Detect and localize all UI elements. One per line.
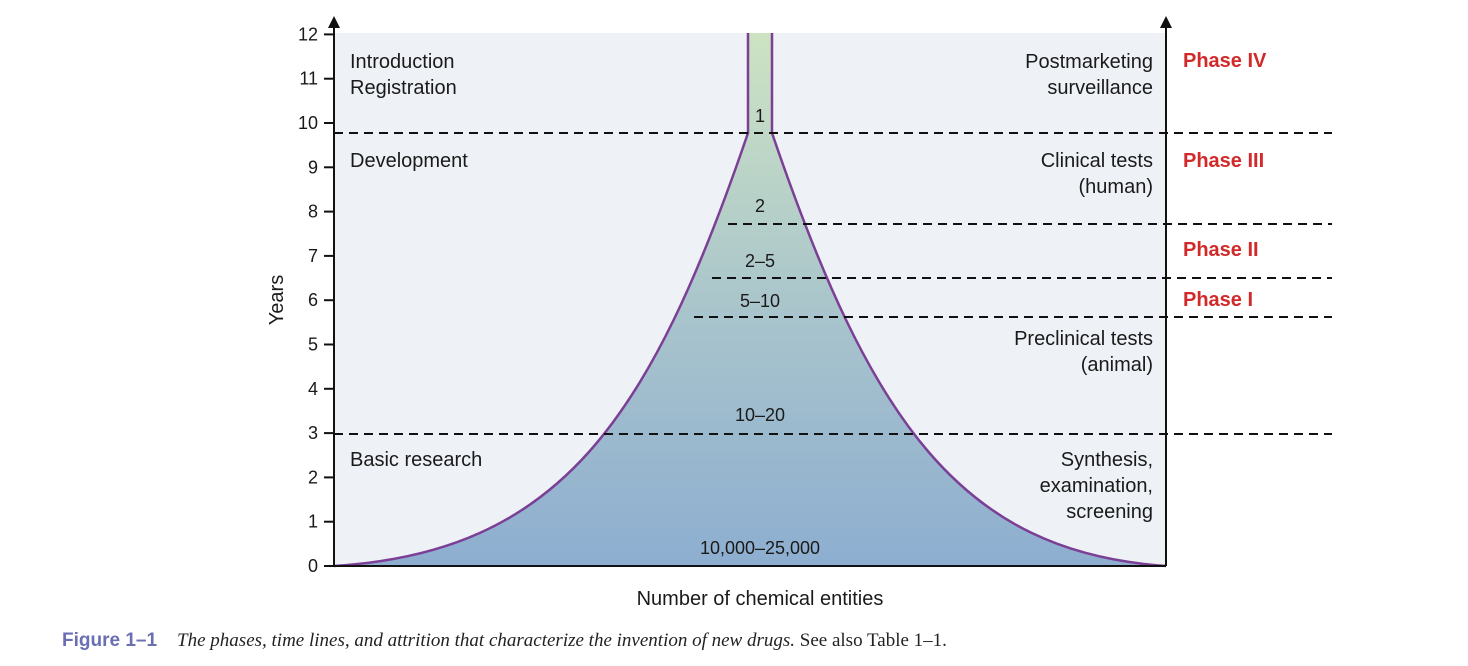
count-phase-1: 5–10 <box>740 291 780 311</box>
y-tick-label: 2 <box>308 467 318 487</box>
label-introduction: Introduction <box>350 51 455 73</box>
x-axis-title: Number of chemical entities <box>637 588 884 610</box>
label-examination: examination, <box>1040 475 1153 497</box>
y-tick-label: 7 <box>308 246 318 266</box>
label-phase-3: Phase III <box>1183 150 1264 172</box>
y-tick-label: 0 <box>308 556 318 576</box>
caption-note: See also Table 1–1. <box>799 630 947 651</box>
label-postmarketing: Postmarketing <box>1025 51 1153 73</box>
label-synthesis: Synthesis, <box>1061 449 1153 471</box>
label-basic-research: Basic research <box>350 449 482 471</box>
label-preclinical-tests: Preclinical tests <box>1014 328 1153 350</box>
axes <box>333 24 1167 567</box>
y-tick-label: 4 <box>308 379 318 399</box>
label-phase-2: Phase II <box>1183 239 1259 261</box>
y-tick-label: 9 <box>308 157 318 177</box>
caption-figure-label: Figure 1–1 <box>62 630 158 651</box>
y-tick-label: 5 <box>308 335 318 355</box>
label-clinical-tests: Clinical tests <box>1041 150 1153 172</box>
right-axis-arrow-icon <box>1160 16 1172 28</box>
count-approval: 1 <box>755 106 765 126</box>
y-tick-label: 6 <box>308 290 318 310</box>
y-tick-label: 8 <box>308 202 318 222</box>
y-tick-label: 12 <box>298 24 318 44</box>
count-basic-research: 10,000–25,000 <box>700 538 820 558</box>
label-registration: Registration <box>350 77 457 99</box>
y-tick-label: 11 <box>299 69 318 89</box>
funnel-area <box>334 33 1166 566</box>
label-surveillance: surveillance <box>1047 77 1153 99</box>
caption-title: The phases, time lines, and attrition th… <box>177 630 796 651</box>
count-preclinical: 10–20 <box>735 405 785 425</box>
y-tick-label: 3 <box>308 423 318 443</box>
y-axis-title: Years <box>266 275 288 325</box>
y-axis-arrow-icon <box>328 16 340 28</box>
y-tick-label: 10 <box>298 113 318 133</box>
label-screening: screening <box>1066 501 1153 523</box>
figure-caption: Figure 1–1 The phases, time lines, and at… <box>62 630 947 652</box>
y-tick-label: 1 <box>308 512 318 532</box>
label-development: Development <box>350 150 468 172</box>
count-phase-2: 2–5 <box>745 251 775 271</box>
label-phase-4: Phase IV <box>1183 50 1267 72</box>
label-animal: (animal) <box>1081 354 1153 376</box>
label-human: (human) <box>1079 176 1153 198</box>
label-phase-1: Phase I <box>1183 289 1253 311</box>
funnel-outline <box>333 33 1167 568</box>
count-phase-3: 2 <box>755 196 765 216</box>
